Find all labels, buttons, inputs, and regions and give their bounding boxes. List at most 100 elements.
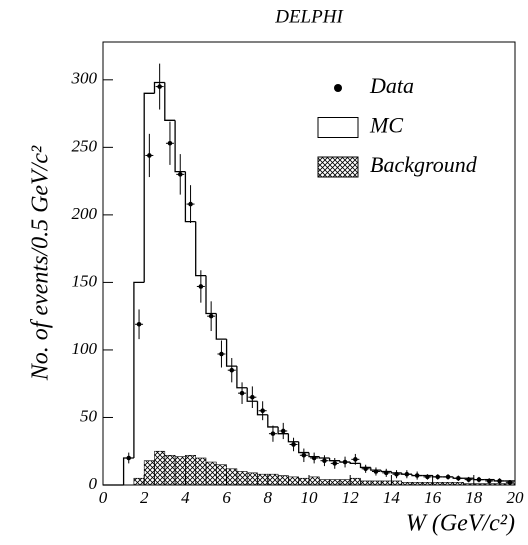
y-tick-label: 250 [72,136,98,155]
background-bin [143,460,155,486]
background-bin [329,479,341,486]
y-tick-label: 300 [71,69,98,88]
data-point [167,140,173,146]
data-point [260,408,265,414]
legend-label: Background [370,152,478,177]
data-point [414,473,420,478]
mc-bin [287,433,299,443]
mc-bin [164,82,176,121]
y-tick-label: 50 [80,406,98,425]
data-point [239,390,245,396]
data-point [219,351,224,357]
background-bin [452,481,464,486]
data-point [198,284,204,289]
background-bin [494,483,505,486]
background-bin [298,477,310,486]
mc-bin [328,457,340,462]
data-point [383,470,389,476]
data-point [486,478,492,484]
background-bin [277,475,289,486]
mc-bin [205,275,217,315]
data-point [250,394,255,400]
background-bin [432,481,444,486]
background-bin [226,468,238,486]
background-bin [164,454,176,486]
data-point [353,457,358,462]
data-point [342,459,348,465]
mc-bin [236,366,248,389]
x-tick-label: 12 [342,488,360,507]
data-point [466,477,471,482]
background-bin [216,464,227,486]
data-point [476,477,482,482]
background-bin [370,480,382,486]
data-point [177,172,183,177]
background-bin [133,477,145,486]
mc-bin [267,414,279,428]
background-bin [195,457,207,486]
data-point [311,455,317,461]
background-bin [246,472,258,486]
data-point [291,442,296,447]
legend-marker [334,84,342,92]
data-point [301,452,307,458]
legend-marker [317,117,359,138]
data-point [456,475,461,481]
background-bin [391,480,402,486]
data-point [425,474,430,480]
y-axis-label: No. of events/0.5 GeV/c² [28,145,54,381]
data-point [322,458,327,463]
mc-bin [246,387,258,402]
mc-bin [318,456,330,459]
x-tick-label: 10 [301,488,319,507]
background-bin [339,479,351,486]
mc-bin [298,441,309,454]
background-bin [411,481,423,486]
background-bin [401,481,413,486]
x-tick-label: 6 [222,488,231,507]
data-point [126,455,132,461]
mc-bin [225,339,237,367]
data-point [157,84,162,89]
mc-bin [195,221,206,277]
data-point [445,474,451,480]
data-point [507,479,513,485]
mc-bin [184,171,196,223]
y-tick-label: 0 [89,474,98,493]
background-bin [205,461,217,486]
x-tick-label: 16 [424,488,442,507]
background-bin [483,483,495,486]
background-bin [360,480,372,486]
legend-label: MC [369,113,403,138]
x-tick-label: 2 [140,488,149,507]
background-bin [442,481,454,486]
data-point [497,478,502,484]
background-bin [308,476,320,486]
data-point [373,469,379,474]
background-bin [288,476,299,486]
chart-title: DELPHI [274,6,344,27]
background-bin [463,483,475,486]
legend-label: Data [369,73,414,98]
mc-bin [349,462,361,465]
x-tick-label: 0 [99,488,108,507]
y-tick-label: 150 [72,271,98,290]
mc-bin [256,401,268,416]
background-bin [318,479,330,486]
mc-bin [153,81,165,94]
data-point [394,471,399,477]
data-point [229,367,235,373]
data-point [435,474,441,480]
data-point [270,431,276,436]
mc-bin [277,426,289,435]
x-tick-label: 14 [383,488,401,507]
data-point [404,471,410,477]
data-point [136,321,142,327]
data-point [147,153,152,158]
background-bin [174,456,186,486]
background-bin [236,471,248,486]
data-point [363,466,368,472]
y-tick-label: 200 [72,204,98,223]
background-bin [421,481,433,486]
